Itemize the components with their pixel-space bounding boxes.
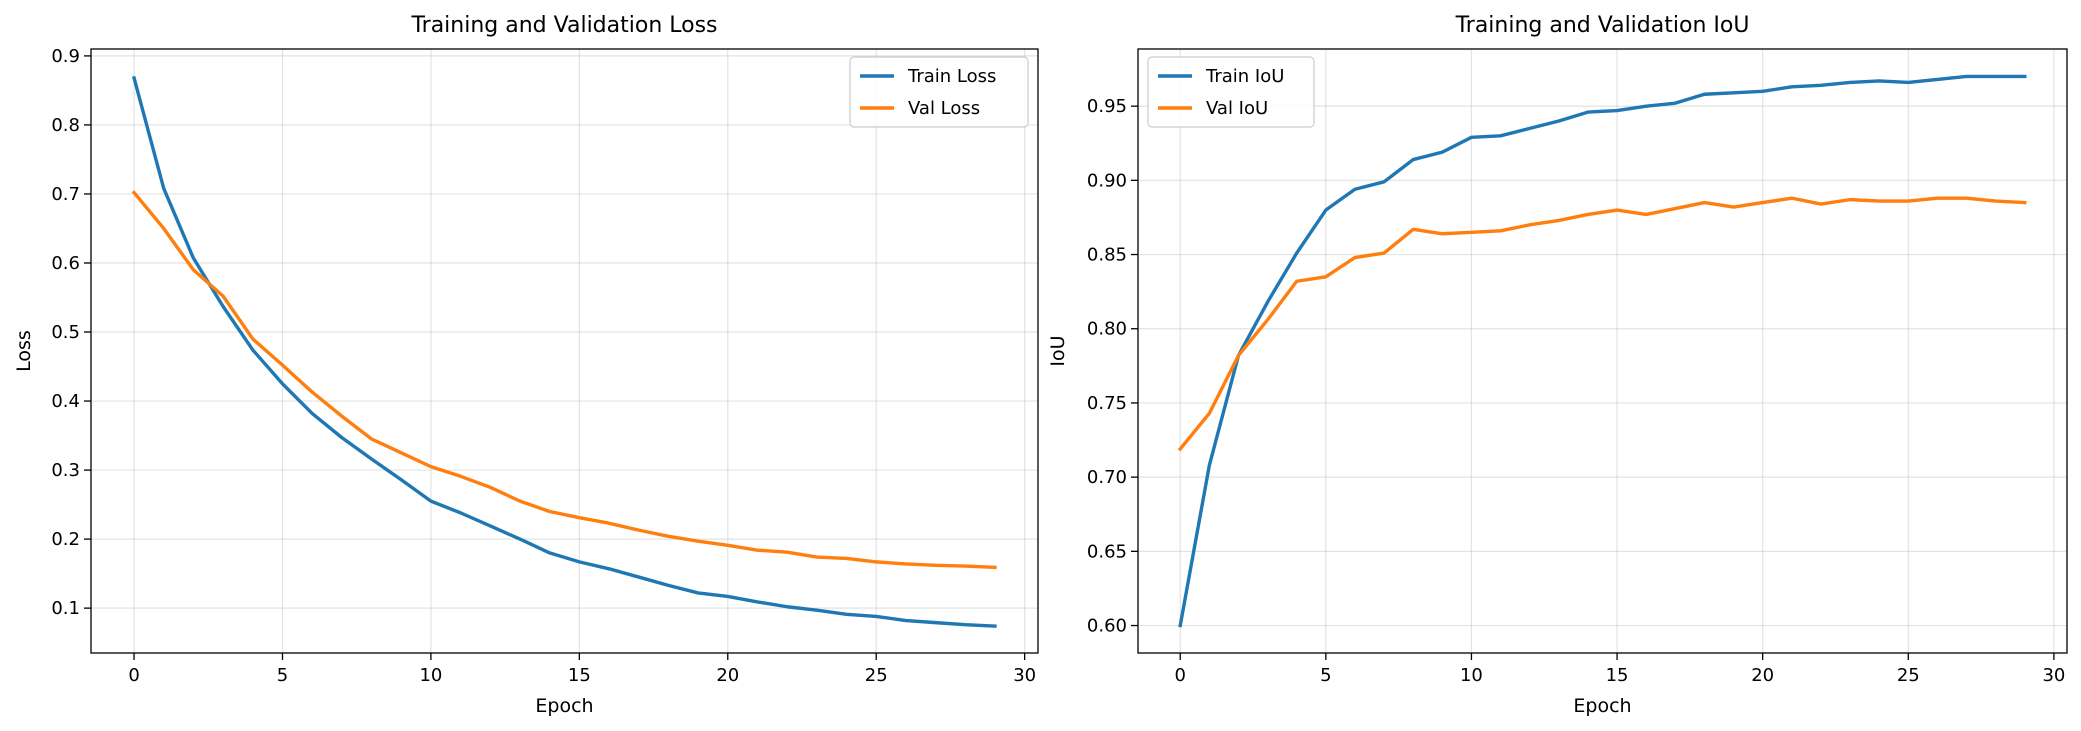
x-tick-label: 5 <box>1320 665 1331 686</box>
y-tick-label: 0.85 <box>1087 245 1127 266</box>
y-tick-label: 0.60 <box>1087 616 1127 637</box>
legend-label: Train Loss <box>907 66 996 87</box>
y-tick-label: 0.3 <box>51 460 80 481</box>
y-tick-label: 0.90 <box>1087 170 1127 191</box>
y-tick-label: 0.80 <box>1087 319 1127 340</box>
legend: Train IoU Val IoU <box>1147 56 1315 128</box>
legend-label: Val Loss <box>908 98 980 119</box>
x-tick-label: 15 <box>568 665 591 686</box>
x-tick-label: 20 <box>1751 665 1774 686</box>
series-line-val-iou <box>1177 196 2027 452</box>
x-tick-label: 0 <box>1175 665 1186 686</box>
x-tick-label: 5 <box>277 665 288 686</box>
x-tick-label: 10 <box>419 665 442 686</box>
x-tick-label: 30 <box>1013 665 1036 686</box>
plot-frame <box>1137 48 2068 654</box>
y-tick-label: 0.1 <box>51 598 80 619</box>
x-tick-label: 20 <box>716 665 739 686</box>
y-tick-label: 0.7 <box>51 184 80 205</box>
chart-title: Training and Validation Loss <box>410 13 717 38</box>
y-tick-label: 0.70 <box>1087 467 1127 488</box>
x-axis-label: Epoch <box>535 695 593 717</box>
y-axis-label: Loss <box>13 330 35 372</box>
y-tick-label: 0.8 <box>51 115 80 136</box>
series-line-train-iou <box>1178 74 2027 628</box>
x-tick-label: 10 <box>1460 665 1483 686</box>
legend-box <box>849 56 1029 128</box>
legend-label: Val IoU <box>1206 98 1268 119</box>
y-tick-label: 0.75 <box>1087 393 1127 414</box>
y-tick-label: 0.6 <box>51 253 80 274</box>
legend: Train Loss Val Loss <box>849 56 1029 128</box>
legend-label: Train IoU <box>1205 66 1284 87</box>
chart-panel-2: 0 5 10 15 20 25 30 0.60 0.65 0.70 0.75 0.80 0.85 0.90… <box>1047 13 2068 717</box>
y-tick-label: 0.4 <box>51 391 80 412</box>
y-tick-label: 0.95 <box>1087 96 1127 117</box>
x-tick-label: 30 <box>2042 665 2065 686</box>
plot-frame <box>90 48 1039 654</box>
x-axis-label: Epoch <box>1573 695 1631 717</box>
series-line-val-loss <box>131 190 997 570</box>
y-tick-label: 0.65 <box>1087 541 1127 562</box>
x-tick-label: 0 <box>128 665 139 686</box>
chart-panel-1: 0 5 10 15 20 25 30 0.1 0.2 0.3 0.4 0.5 0.6 0.7 0.8 0.9 T… <box>13 13 1039 717</box>
y-tick-label: 0.2 <box>51 529 80 550</box>
x-tick-label: 25 <box>865 665 888 686</box>
x-tick-label: 15 <box>1606 665 1629 686</box>
y-axis-label: IoU <box>1047 335 1069 366</box>
chart-title: Training and Validation IoU <box>1455 13 1750 38</box>
y-tick-label: 0.5 <box>51 322 80 343</box>
x-tick-label: 25 <box>1897 665 1920 686</box>
series-line-train-loss <box>131 75 997 628</box>
y-tick-label: 0.9 <box>51 46 80 67</box>
